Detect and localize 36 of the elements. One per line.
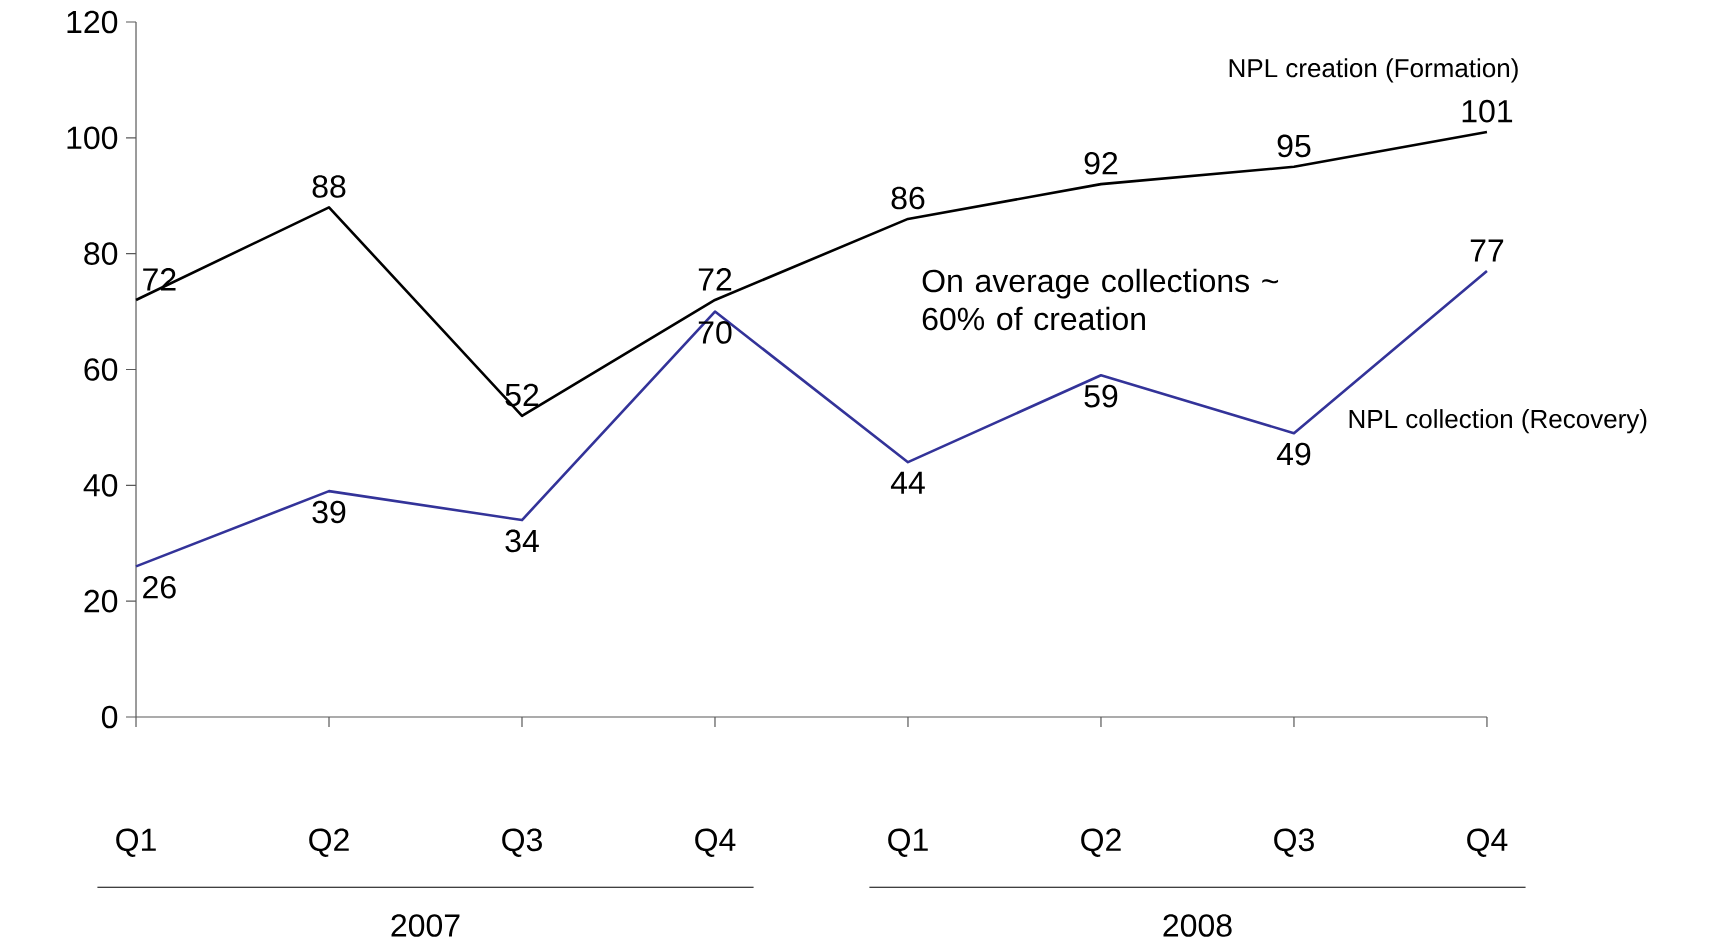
y-tick-label: 120	[67, 10, 118, 34]
x-tick-label: Q3	[502, 828, 542, 857]
y-tick-label: 80	[84, 242, 118, 265]
y-tick-label: 40	[83, 474, 118, 497]
data-label: 39	[312, 500, 346, 524]
data-label: 34	[505, 529, 539, 553]
x-tick-label: Q3	[1274, 828, 1314, 857]
data-label: 70	[698, 321, 732, 344]
data-label: 101	[1462, 99, 1513, 123]
x-tick-label: Q1	[116, 828, 156, 857]
series-label: NPL collection (Recovery)	[1349, 409, 1647, 434]
data-label: 49	[1276, 442, 1311, 466]
data-label: 88	[312, 175, 346, 198]
data-label: 95	[1277, 134, 1311, 158]
text: NPL creation (Formation)	[1229, 58, 1518, 83]
data-label: 86	[891, 186, 925, 210]
x-tick-label: Q2	[309, 828, 349, 857]
data-label: 72	[143, 268, 176, 291]
data-label: 52	[505, 383, 539, 407]
x-tick-label: Q1	[888, 828, 928, 857]
data-label: 59	[1084, 384, 1118, 408]
annotation: On average collections ~ 60% of creation	[922, 268, 1279, 331]
data-label: 92	[1084, 151, 1118, 175]
data-label: 77	[1470, 239, 1504, 262]
x-tick-label: Q4	[695, 828, 736, 857]
y-tick-label: 60	[84, 358, 118, 381]
text: 2008	[1163, 914, 1232, 937]
y-tick-label: 0	[101, 705, 118, 729]
y-tick-label: 20	[84, 589, 118, 613]
data-label: 44	[890, 471, 925, 494]
x-tick-label: Q4	[1467, 828, 1508, 857]
text: 2007	[391, 914, 460, 937]
data-label: 72	[698, 268, 732, 291]
y-tick-label: 100	[67, 126, 118, 150]
data-label: 26	[143, 575, 176, 599]
x-tick-label: Q2	[1081, 828, 1121, 857]
